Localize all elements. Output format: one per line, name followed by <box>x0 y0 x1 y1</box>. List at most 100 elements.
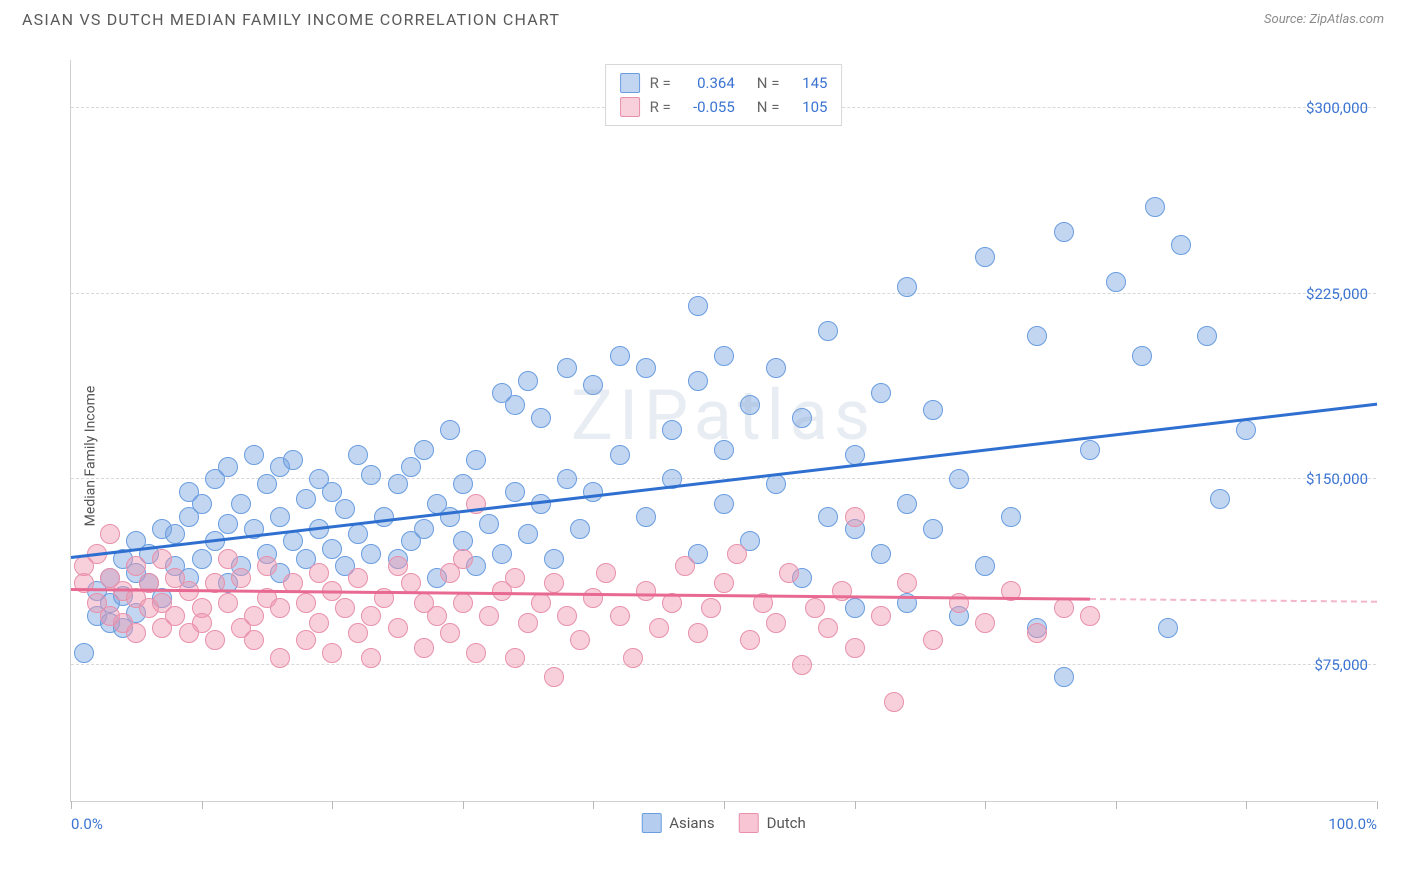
scatter-point <box>466 643 486 663</box>
scatter-point <box>714 440 734 460</box>
scatter-point <box>1236 420 1256 440</box>
scatter-point <box>244 606 264 626</box>
scatter-point <box>348 623 368 643</box>
scatter-point <box>1197 326 1217 346</box>
n-value: 145 <box>787 71 827 95</box>
scatter-point <box>388 474 408 494</box>
scatter-point <box>623 648 643 668</box>
scatter-point <box>805 598 825 618</box>
scatter-point <box>270 507 290 527</box>
scatter-point <box>1027 623 1047 643</box>
legend-series: Asians Dutch <box>641 813 806 833</box>
scatter-point <box>1171 235 1191 255</box>
scatter-point <box>975 247 995 267</box>
scatter-point <box>1027 326 1047 346</box>
scatter-point <box>662 420 682 440</box>
trend-line-dashed <box>1090 598 1377 603</box>
scatter-point <box>126 556 146 576</box>
scatter-point <box>714 573 734 593</box>
scatter-point <box>897 573 917 593</box>
scatter-point <box>205 630 225 650</box>
scatter-point <box>218 593 238 613</box>
scatter-point <box>897 494 917 514</box>
scatter-point <box>610 606 630 626</box>
legend-swatch <box>620 97 640 117</box>
scatter-point <box>845 638 865 658</box>
scatter-point <box>335 598 355 618</box>
scatter-point <box>466 450 486 470</box>
scatter-point <box>440 507 460 527</box>
scatter-point <box>975 613 995 633</box>
scatter-point <box>596 563 616 583</box>
y-tick-label: $300,000 <box>1306 99 1368 117</box>
scatter-point <box>244 630 264 650</box>
chart-title: ASIAN VS DUTCH MEDIAN FAMILY INCOME CORR… <box>22 10 560 29</box>
scatter-point <box>740 630 760 650</box>
scatter-point <box>218 549 238 569</box>
scatter-point <box>727 544 747 564</box>
scatter-point <box>610 445 630 465</box>
scatter-point <box>636 358 656 378</box>
legend-stats: R =0.364N =145R =-0.055N =105 <box>605 64 843 126</box>
scatter-point <box>309 563 329 583</box>
x-tick <box>1377 801 1378 809</box>
scatter-point <box>766 474 786 494</box>
x-tick <box>724 801 725 809</box>
scatter-point <box>322 643 342 663</box>
scatter-point <box>1001 507 1021 527</box>
legend-swatch <box>641 813 661 833</box>
scatter-point <box>374 507 394 527</box>
scatter-point <box>557 606 577 626</box>
scatter-point <box>1054 222 1074 242</box>
scatter-point <box>845 445 865 465</box>
scatter-point <box>388 618 408 638</box>
scatter-point <box>583 588 603 608</box>
chart-container: Median Family Income ZIPatlas $75,000$15… <box>20 50 1386 862</box>
legend-item: Asians <box>641 813 714 833</box>
scatter-point <box>296 630 316 650</box>
chart-header: ASIAN VS DUTCH MEDIAN FAMILY INCOME CORR… <box>0 0 1406 35</box>
scatter-point <box>192 613 212 633</box>
scatter-point <box>583 375 603 395</box>
scatter-point <box>557 358 577 378</box>
scatter-point <box>1210 489 1230 509</box>
scatter-point <box>74 643 94 663</box>
scatter-point <box>453 549 473 569</box>
scatter-point <box>414 519 434 539</box>
x-tick <box>593 801 594 809</box>
scatter-point <box>557 469 577 489</box>
scatter-point <box>766 358 786 378</box>
scatter-point <box>401 457 421 477</box>
n-label: N = <box>757 71 780 95</box>
scatter-point <box>414 440 434 460</box>
scatter-point <box>818 507 838 527</box>
y-tick-label: $225,000 <box>1306 285 1368 303</box>
scatter-point <box>453 474 473 494</box>
scatter-point <box>544 549 564 569</box>
scatter-point <box>975 556 995 576</box>
scatter-point <box>518 371 538 391</box>
scatter-point <box>479 606 499 626</box>
scatter-point <box>923 400 943 420</box>
y-tick-label: $150,000 <box>1306 470 1368 488</box>
scatter-point <box>361 465 381 485</box>
x-tick <box>1246 801 1247 809</box>
scatter-point <box>897 277 917 297</box>
scatter-point <box>871 606 891 626</box>
scatter-point <box>701 598 721 618</box>
scatter-point <box>1132 346 1152 366</box>
scatter-point <box>531 408 551 428</box>
scatter-point <box>505 395 525 415</box>
legend-item: Dutch <box>739 813 806 833</box>
scatter-point <box>335 499 355 519</box>
scatter-point <box>348 445 368 465</box>
scatter-point <box>518 524 538 544</box>
x-tick <box>463 801 464 809</box>
scatter-point <box>636 507 656 527</box>
scatter-point <box>257 474 277 494</box>
scatter-point <box>688 296 708 316</box>
scatter-point <box>884 692 904 712</box>
scatter-point <box>361 648 381 668</box>
scatter-point <box>270 598 290 618</box>
legend-swatch <box>739 813 759 833</box>
